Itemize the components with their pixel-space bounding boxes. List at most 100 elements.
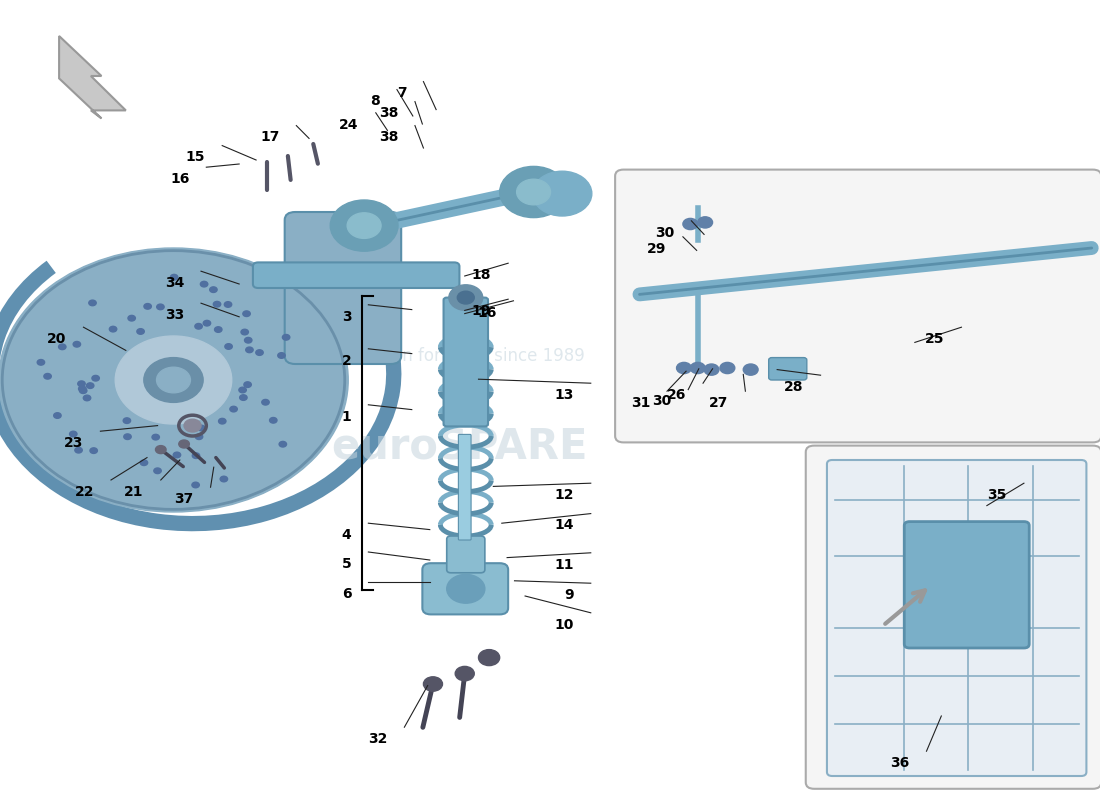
Circle shape [116, 336, 232, 424]
Text: 10: 10 [554, 618, 574, 632]
Text: a passion for parts since 1989: a passion for parts since 1989 [334, 347, 585, 365]
Text: 19: 19 [472, 304, 492, 318]
Circle shape [244, 338, 252, 343]
Circle shape [92, 375, 99, 381]
Text: 38: 38 [378, 106, 398, 120]
Circle shape [58, 344, 66, 350]
Circle shape [179, 440, 189, 448]
Circle shape [240, 394, 248, 400]
FancyBboxPatch shape [443, 298, 488, 426]
Circle shape [154, 468, 162, 474]
Text: 17: 17 [260, 130, 279, 144]
Text: 35: 35 [988, 488, 1007, 502]
Circle shape [455, 666, 474, 681]
FancyBboxPatch shape [904, 522, 1030, 648]
Text: 4: 4 [342, 528, 351, 542]
Circle shape [69, 431, 77, 437]
Text: 37: 37 [175, 492, 194, 506]
Circle shape [697, 217, 713, 228]
Circle shape [123, 418, 131, 423]
Text: 9: 9 [564, 588, 574, 602]
Text: 8: 8 [371, 94, 380, 108]
Circle shape [0, 248, 349, 512]
Text: 18: 18 [472, 268, 492, 282]
Circle shape [140, 460, 147, 466]
Text: 11: 11 [554, 558, 574, 571]
Circle shape [44, 374, 52, 379]
Circle shape [204, 320, 210, 326]
FancyBboxPatch shape [769, 358, 806, 380]
Circle shape [155, 446, 166, 454]
Circle shape [195, 323, 202, 329]
Circle shape [144, 303, 152, 309]
FancyBboxPatch shape [906, 523, 1027, 646]
Circle shape [517, 179, 550, 205]
Circle shape [676, 362, 692, 374]
Circle shape [224, 344, 232, 350]
Text: 13: 13 [554, 388, 574, 402]
Circle shape [192, 453, 200, 458]
Text: 34: 34 [165, 276, 184, 290]
Text: 36: 36 [890, 756, 910, 770]
Text: 28: 28 [784, 380, 804, 394]
Circle shape [270, 418, 277, 423]
Circle shape [79, 388, 87, 394]
Text: 16: 16 [170, 172, 189, 186]
Text: 23: 23 [64, 436, 84, 450]
Circle shape [37, 359, 45, 365]
Text: 32: 32 [368, 732, 387, 746]
Text: 38: 38 [378, 130, 398, 144]
Circle shape [245, 347, 253, 353]
Circle shape [219, 418, 225, 424]
Circle shape [136, 329, 144, 334]
Circle shape [720, 362, 735, 374]
Circle shape [124, 434, 131, 439]
Circle shape [744, 364, 758, 375]
Text: 7: 7 [397, 86, 407, 100]
Text: 14: 14 [554, 518, 574, 533]
Circle shape [144, 358, 204, 402]
Text: 12: 12 [554, 488, 574, 502]
Circle shape [532, 171, 592, 216]
FancyBboxPatch shape [615, 170, 1100, 442]
Text: 22: 22 [75, 485, 95, 499]
Circle shape [170, 274, 178, 280]
Text: euroSPARE: euroSPARE [331, 427, 587, 469]
Circle shape [683, 218, 697, 230]
Circle shape [90, 448, 98, 454]
Text: 1: 1 [342, 410, 351, 424]
FancyBboxPatch shape [422, 563, 508, 614]
Circle shape [156, 304, 164, 310]
Circle shape [262, 399, 270, 405]
Text: 21: 21 [124, 485, 144, 499]
Circle shape [191, 482, 199, 488]
Text: 2: 2 [342, 354, 351, 367]
Text: 3: 3 [342, 310, 351, 323]
Text: 27: 27 [710, 396, 728, 410]
Circle shape [244, 382, 251, 387]
Circle shape [279, 442, 286, 447]
Circle shape [230, 406, 238, 412]
Circle shape [84, 395, 90, 401]
Circle shape [109, 326, 117, 332]
Circle shape [283, 334, 289, 340]
Text: 31: 31 [630, 396, 650, 410]
Circle shape [78, 381, 85, 386]
FancyBboxPatch shape [447, 536, 485, 573]
FancyBboxPatch shape [285, 212, 402, 364]
FancyBboxPatch shape [253, 262, 460, 288]
Circle shape [256, 350, 263, 355]
Circle shape [196, 434, 202, 439]
Circle shape [348, 213, 381, 238]
Circle shape [173, 452, 180, 458]
Text: 6: 6 [342, 587, 351, 602]
Circle shape [447, 574, 485, 603]
Circle shape [220, 476, 228, 482]
Text: 24: 24 [339, 118, 359, 131]
Circle shape [478, 650, 499, 666]
Circle shape [458, 291, 474, 304]
Circle shape [499, 166, 568, 218]
Text: 15: 15 [186, 150, 206, 164]
Text: 29: 29 [647, 242, 666, 256]
FancyBboxPatch shape [806, 446, 1100, 789]
